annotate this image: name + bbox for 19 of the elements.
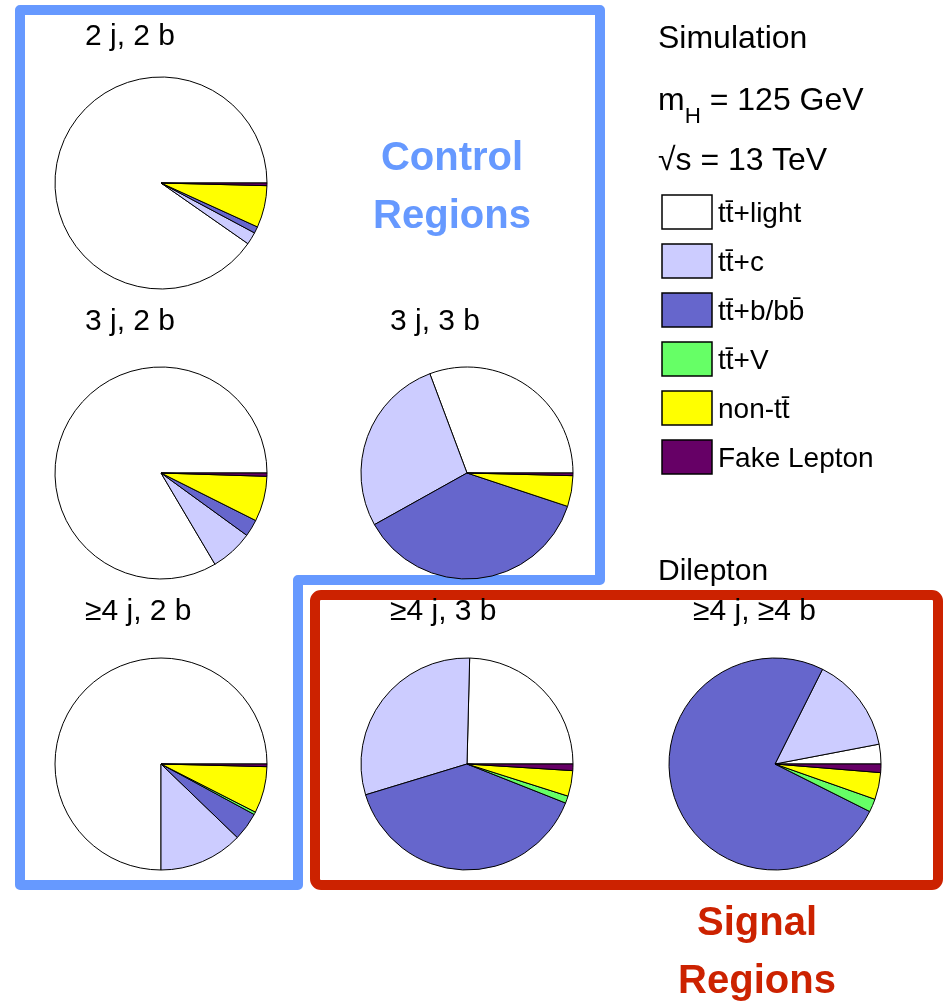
legend-label: Fake Lepton bbox=[718, 442, 874, 473]
text: Dilepton bbox=[658, 553, 769, 586]
legend-label: tt̄+b/bb̄ bbox=[718, 295, 805, 326]
chart-title: 3 j, 3 b bbox=[390, 303, 481, 336]
legend-label: non-tt̄ bbox=[718, 393, 790, 424]
chart-title: ≥4 j, 2 b bbox=[85, 593, 192, 626]
text: Signal Regions bbox=[678, 899, 836, 1001]
text: Control Regions bbox=[373, 134, 531, 236]
chart-title: 2 j, 2 b bbox=[85, 18, 176, 51]
legend-label: tt̄+light bbox=[718, 197, 802, 228]
legend-label: tt̄+c bbox=[718, 246, 764, 277]
text: Simulation bbox=[658, 19, 808, 55]
chart-title: ≥4 j, 3 b bbox=[390, 593, 497, 626]
legend-label: tt̄+V bbox=[718, 344, 769, 375]
text: √s = 13 TeV bbox=[658, 141, 828, 177]
chart-title: ≥4 j, ≥4 b bbox=[693, 593, 816, 626]
pie-slice bbox=[54, 657, 268, 871]
chart-title: 3 j, 2 b bbox=[85, 303, 176, 336]
text: m$_{H}$ = 125 GeV bbox=[658, 81, 865, 128]
